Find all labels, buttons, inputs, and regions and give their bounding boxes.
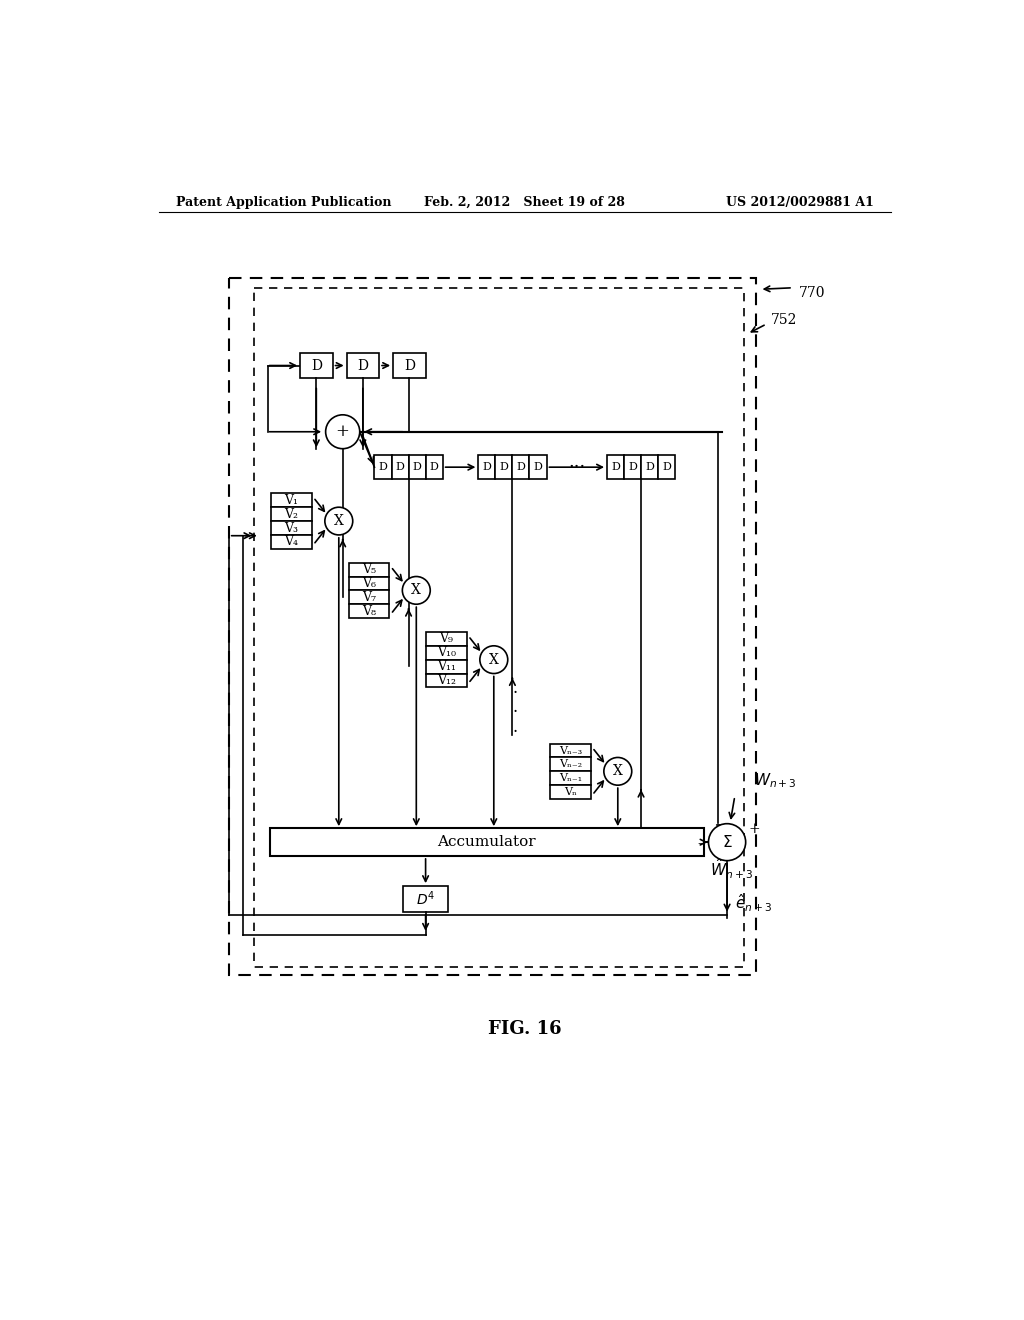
Bar [641, 455, 658, 479]
Text: D: D [395, 462, 404, 473]
Text: $\Sigma$: $\Sigma$ [722, 834, 732, 850]
Text: +: + [336, 424, 349, 441]
Text: V₄: V₄ [285, 536, 299, 548]
Text: ···: ··· [568, 458, 586, 477]
Text: X: X [334, 513, 344, 528]
Bar [550, 785, 591, 799]
Text: Accumulator: Accumulator [437, 836, 537, 849]
Text: Feb. 2, 2012   Sheet 19 of 28: Feb. 2, 2012 Sheet 19 of 28 [424, 195, 626, 209]
Circle shape [325, 507, 352, 535]
Bar [349, 590, 389, 605]
Text: V₈: V₈ [362, 605, 376, 618]
Text: $\hat{e}_{n+3}$: $\hat{e}_{n+3}$ [735, 892, 772, 913]
Text: D: D [311, 359, 322, 372]
Text: 752: 752 [771, 313, 798, 327]
Text: V₉: V₉ [439, 632, 454, 645]
Bar [270, 829, 703, 855]
Bar [393, 354, 426, 378]
Bar [624, 455, 641, 479]
Bar [300, 354, 333, 378]
Bar [254, 288, 744, 966]
Text: X: X [412, 583, 421, 598]
Text: FIG. 16: FIG. 16 [488, 1019, 561, 1038]
Text: D: D [611, 462, 620, 473]
Text: V₁₀: V₁₀ [437, 647, 456, 659]
Text: D: D [403, 359, 415, 372]
Bar [512, 455, 529, 479]
Bar [271, 507, 311, 521]
Text: Vₙ₋₃: Vₙ₋₃ [559, 746, 583, 755]
Circle shape [326, 414, 359, 449]
Bar [426, 455, 442, 479]
Text: D: D [430, 462, 438, 473]
Text: 770: 770 [799, 286, 825, 300]
Bar [346, 354, 379, 378]
Text: D: D [534, 462, 543, 473]
Text: D: D [645, 462, 654, 473]
Bar [426, 632, 467, 645]
Bar [496, 455, 512, 479]
Bar [271, 535, 311, 549]
Text: D: D [628, 462, 637, 473]
Bar [349, 577, 389, 590]
Text: X: X [488, 652, 499, 667]
Circle shape [709, 824, 745, 861]
Bar [550, 758, 591, 771]
Text: Vₙ₋₂: Vₙ₋₂ [559, 759, 582, 770]
Text: V₇: V₇ [362, 591, 376, 603]
Bar [658, 455, 675, 479]
Bar [426, 645, 467, 660]
Text: V₂: V₂ [285, 508, 299, 520]
Text: D: D [413, 462, 422, 473]
Bar [349, 562, 389, 577]
Bar [375, 455, 391, 479]
Bar [607, 455, 624, 479]
Text: D: D [663, 462, 671, 473]
Bar [349, 605, 389, 618]
Text: Vₙ₋₁: Vₙ₋₁ [559, 774, 582, 783]
Text: US 2012/0029881 A1: US 2012/0029881 A1 [726, 195, 873, 209]
Circle shape [402, 577, 430, 605]
Text: V₅: V₅ [361, 564, 376, 576]
Text: D: D [516, 462, 525, 473]
Text: $W_{n+3}$: $W_{n+3}$ [755, 771, 797, 789]
Text: D: D [379, 462, 387, 473]
Text: V₁₁: V₁₁ [437, 660, 456, 673]
Bar [426, 673, 467, 688]
Text: Vₙ: Vₙ [564, 787, 577, 797]
Bar [403, 886, 449, 912]
Text: +: + [749, 822, 761, 836]
Text: -: - [697, 837, 702, 851]
Bar [529, 455, 547, 479]
Bar [271, 521, 311, 535]
Bar [478, 455, 496, 479]
Bar [550, 743, 591, 758]
Text: ·
·
·: · · · [513, 685, 518, 741]
Bar [391, 455, 409, 479]
Bar [550, 771, 591, 785]
Text: $\hat{W}_{n+3}$: $\hat{W}_{n+3}$ [710, 857, 753, 882]
Text: V₃: V₃ [285, 521, 299, 535]
Text: Patent Application Publication: Patent Application Publication [176, 195, 391, 209]
Text: D: D [500, 462, 508, 473]
Text: V₁₂: V₁₂ [437, 675, 456, 686]
Text: V₁: V₁ [285, 494, 299, 507]
Text: D: D [357, 359, 369, 372]
Bar [409, 455, 426, 479]
Text: X: X [612, 764, 623, 779]
Bar [228, 277, 756, 974]
Circle shape [604, 758, 632, 785]
Text: D: D [482, 462, 492, 473]
Text: V₆: V₆ [362, 577, 376, 590]
Text: $D^4$: $D^4$ [416, 890, 435, 908]
Bar [426, 660, 467, 673]
Bar [271, 494, 311, 507]
Circle shape [480, 645, 508, 673]
